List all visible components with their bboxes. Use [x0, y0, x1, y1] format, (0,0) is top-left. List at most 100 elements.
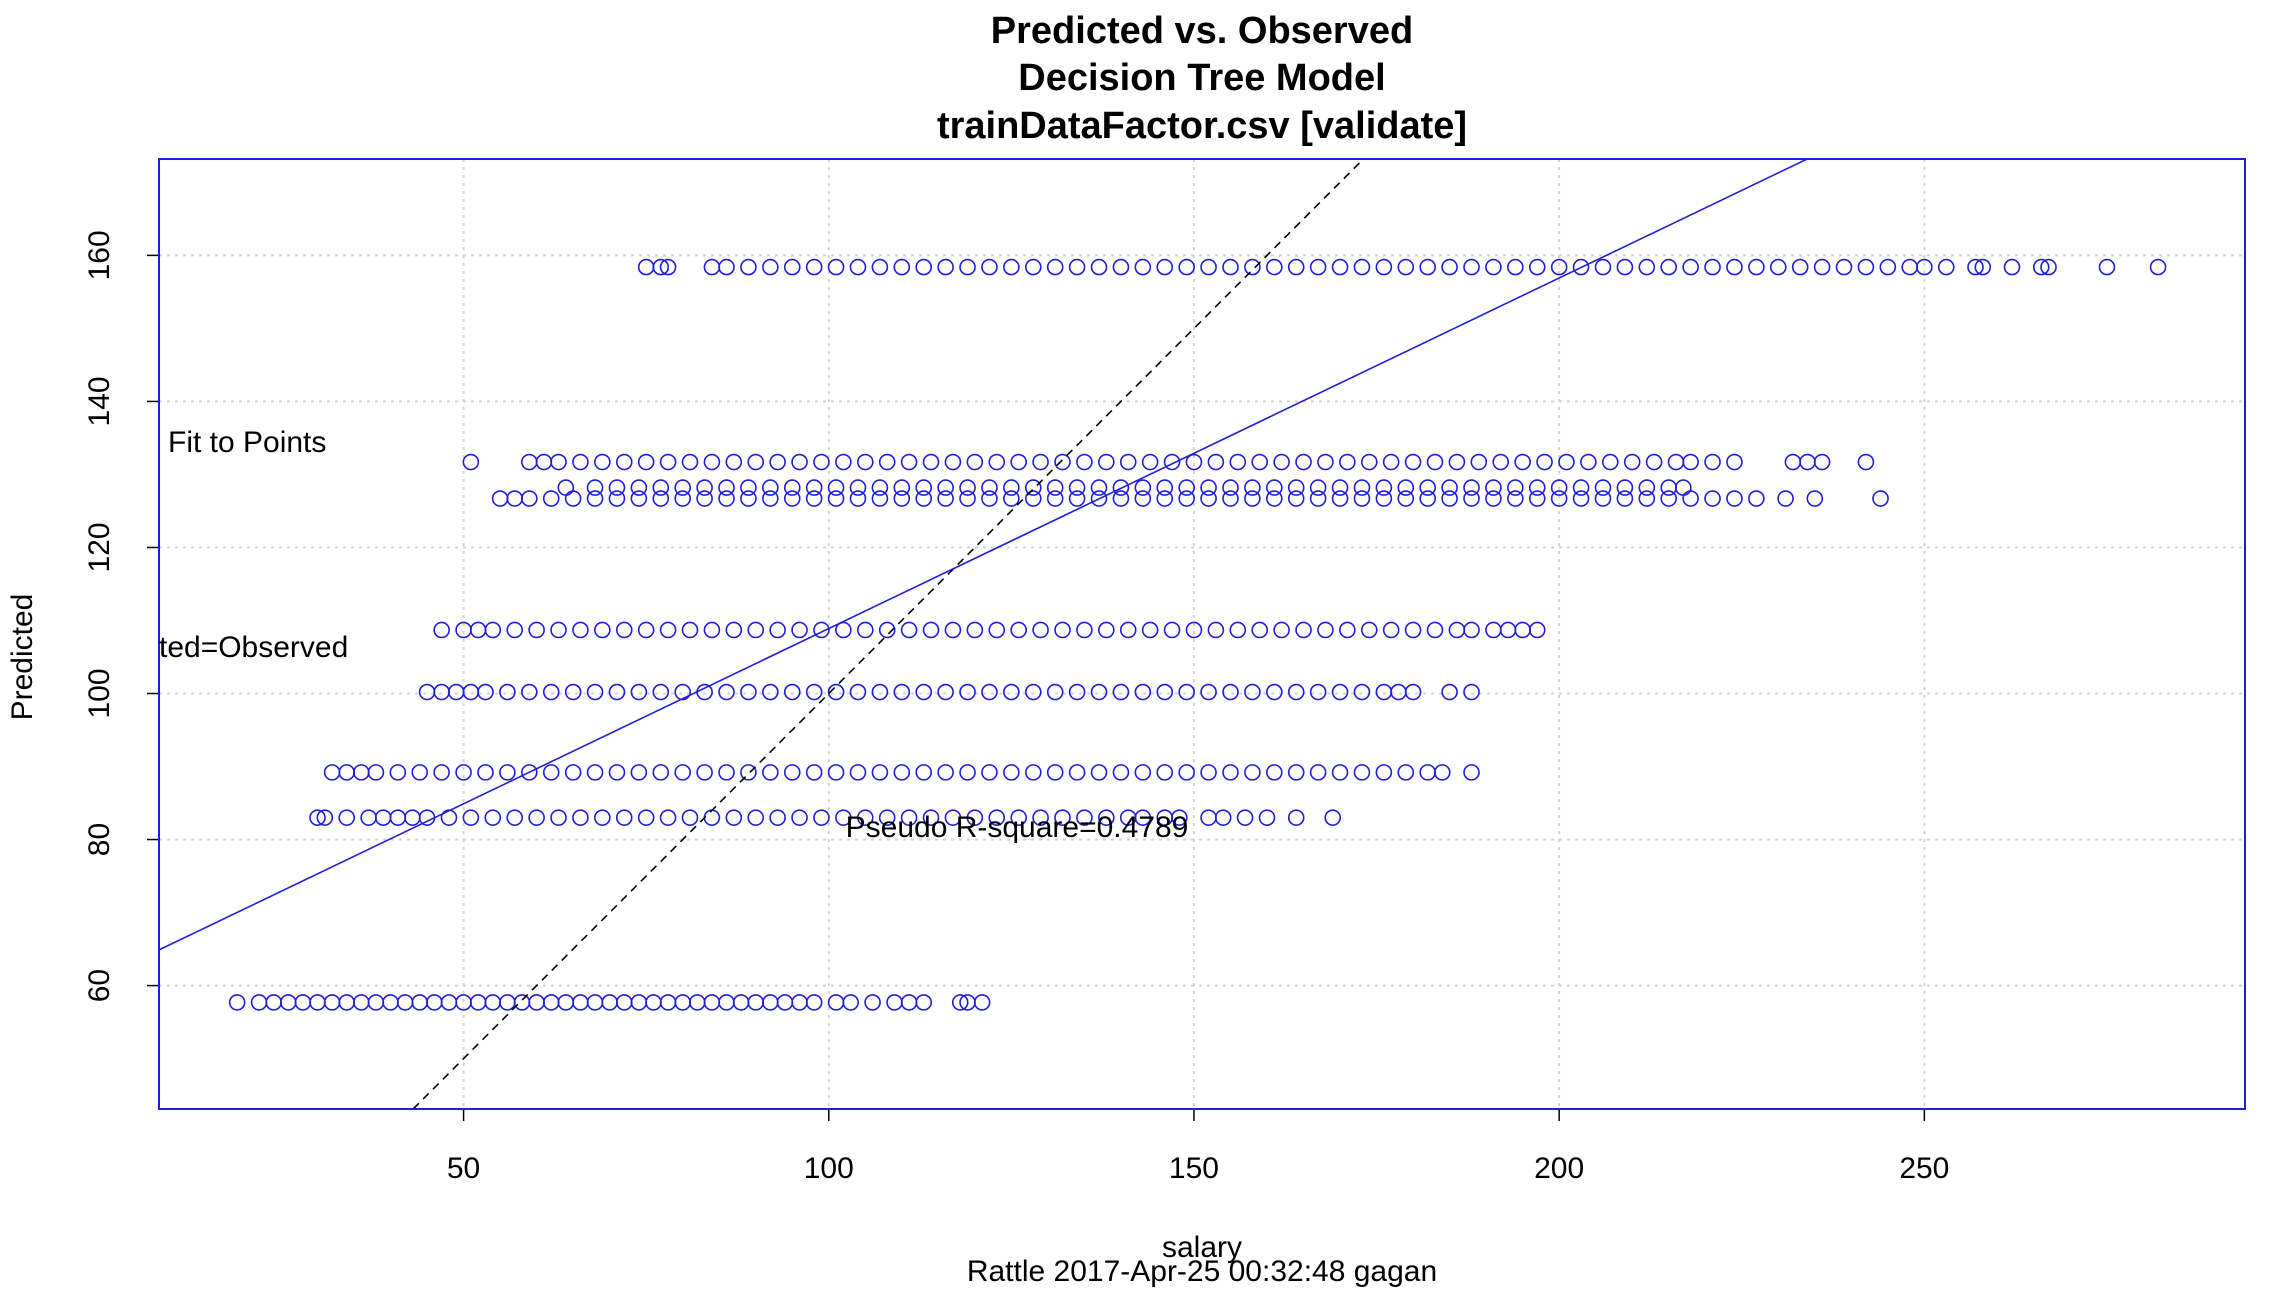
point — [864, 994, 881, 1011]
chart-title: trainDataFactor.csv [validate] — [937, 105, 1467, 147]
point — [1200, 479, 1217, 496]
point — [1112, 490, 1130, 507]
point — [1112, 258, 1130, 276]
point — [1068, 764, 1086, 781]
point — [557, 479, 575, 496]
point — [1916, 258, 1933, 276]
point — [944, 621, 962, 639]
point — [915, 258, 933, 276]
point — [1704, 258, 1721, 276]
point — [827, 764, 845, 781]
point — [586, 764, 604, 781]
point — [1046, 258, 1064, 276]
point — [455, 764, 472, 781]
point — [696, 490, 713, 507]
point — [1309, 490, 1327, 507]
point — [484, 621, 502, 639]
chart-title: Predicted vs. Observed — [991, 10, 1413, 52]
point — [550, 621, 567, 639]
point — [725, 621, 743, 639]
point — [791, 621, 808, 639]
point — [1499, 621, 1517, 639]
point — [1331, 258, 1349, 276]
point — [937, 683, 954, 701]
point — [1331, 683, 1349, 701]
y-tick-label: 60 — [83, 969, 116, 1002]
point — [696, 764, 713, 781]
point — [1244, 683, 1261, 701]
point — [564, 490, 582, 507]
point — [878, 809, 896, 826]
point — [1010, 621, 1027, 639]
point — [703, 621, 721, 639]
point — [1287, 764, 1305, 781]
point — [783, 258, 801, 276]
point — [550, 809, 567, 826]
point — [674, 490, 691, 507]
point — [703, 258, 721, 276]
point — [652, 490, 670, 507]
point — [1528, 621, 1546, 639]
point — [681, 809, 699, 826]
point — [805, 258, 823, 276]
point — [1616, 490, 1634, 507]
fit-line — [159, 159, 1810, 951]
point — [506, 490, 524, 507]
point — [1200, 490, 1217, 507]
point — [1799, 453, 1816, 471]
point — [1704, 490, 1721, 507]
point — [681, 621, 699, 639]
point — [2032, 258, 2050, 276]
point — [1046, 683, 1064, 701]
point — [1558, 453, 1575, 471]
point — [615, 453, 633, 471]
point — [1463, 479, 1480, 496]
point — [542, 764, 560, 781]
point — [1872, 490, 1889, 507]
x-tick-label: 150 — [1169, 1152, 1219, 1185]
point — [1134, 764, 1152, 781]
point — [1448, 621, 1466, 639]
point — [1813, 258, 1831, 276]
point — [718, 683, 735, 701]
point — [1134, 479, 1152, 496]
point — [550, 453, 567, 471]
point — [1485, 258, 1502, 276]
point — [630, 683, 648, 701]
point — [1638, 479, 1656, 496]
y-tick-label: 140 — [83, 376, 116, 426]
point — [762, 994, 779, 1011]
point — [747, 809, 765, 826]
point — [981, 764, 998, 781]
point — [586, 490, 604, 507]
point — [1236, 809, 1254, 826]
plot-area — [159, 159, 2167, 1109]
point — [1266, 764, 1283, 781]
point — [762, 490, 779, 507]
point — [944, 453, 962, 471]
point — [1287, 683, 1305, 701]
point — [1375, 683, 1393, 701]
point — [2098, 258, 2116, 276]
point — [1024, 490, 1042, 507]
point — [696, 479, 713, 496]
point — [1134, 809, 1152, 826]
point — [389, 764, 407, 781]
point — [484, 994, 502, 1011]
point — [1857, 258, 1875, 276]
point — [1426, 621, 1444, 639]
point — [506, 809, 524, 826]
y-tick-label: 120 — [83, 522, 116, 572]
point — [265, 994, 282, 1011]
point — [411, 994, 429, 1011]
point — [1112, 683, 1130, 701]
point — [944, 809, 962, 826]
point — [389, 809, 407, 826]
point — [1572, 258, 1590, 276]
point — [1229, 621, 1247, 639]
point — [637, 453, 655, 471]
point — [1222, 764, 1239, 781]
point — [813, 621, 830, 639]
point — [871, 258, 889, 276]
